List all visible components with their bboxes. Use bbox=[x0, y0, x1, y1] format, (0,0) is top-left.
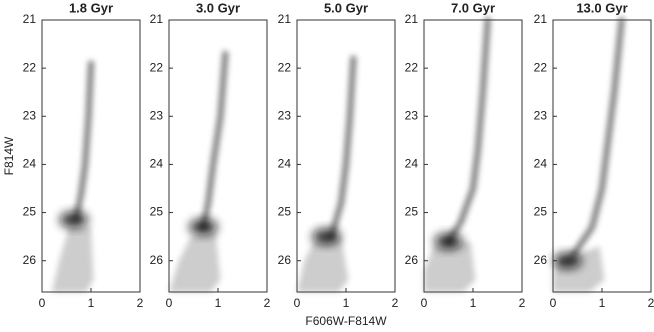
x-axis-label: F606W-F814W bbox=[305, 314, 387, 328]
y-tick-label: 22 bbox=[23, 60, 37, 74]
y-tick-label: 22 bbox=[150, 60, 164, 74]
panel-title: 13.0 Gyr bbox=[576, 0, 627, 15]
y-tick-label: 24 bbox=[278, 157, 292, 171]
y-tick-label: 22 bbox=[278, 60, 292, 74]
density-core bbox=[553, 252, 582, 269]
y-tick-label: 23 bbox=[534, 108, 548, 122]
x-tick-label: 2 bbox=[519, 296, 526, 310]
plot-area bbox=[169, 20, 267, 292]
y-tick-label: 21 bbox=[405, 12, 419, 26]
x-tick-label: 1 bbox=[215, 296, 222, 310]
density-ridge bbox=[445, 17, 491, 245]
density-ridge bbox=[73, 60, 94, 221]
density-ridge bbox=[569, 17, 625, 259]
density-fan bbox=[169, 231, 221, 292]
panel-title: 7.0 Gyr bbox=[451, 0, 495, 15]
density-fan bbox=[553, 246, 605, 292]
x-tick-label: 0 bbox=[294, 296, 301, 310]
x-tick-label: 0 bbox=[166, 296, 173, 310]
y-tick-label: 22 bbox=[534, 60, 548, 74]
y-tick-label: 21 bbox=[534, 12, 548, 26]
y-tick-label: 25 bbox=[534, 205, 548, 219]
density-fan bbox=[424, 241, 476, 292]
y-tick-label: 26 bbox=[150, 253, 164, 267]
density-fan bbox=[51, 227, 94, 292]
y-tick-label: 24 bbox=[150, 157, 164, 171]
y-tick-label: 21 bbox=[150, 12, 164, 26]
x-tick-label: 2 bbox=[648, 296, 654, 310]
density-core bbox=[189, 219, 218, 236]
density-fan bbox=[297, 236, 349, 292]
y-tick-label: 25 bbox=[23, 205, 37, 219]
y-tick-label: 24 bbox=[534, 157, 548, 171]
y-axis-label: F814W bbox=[2, 136, 16, 175]
y-tick-label: 23 bbox=[150, 108, 164, 122]
y-tick-label: 21 bbox=[278, 12, 292, 26]
x-tick-label: 0 bbox=[550, 296, 557, 310]
x-tick-label: 2 bbox=[264, 296, 271, 310]
y-tick-label: 22 bbox=[405, 60, 419, 74]
density-core bbox=[312, 228, 341, 245]
y-tick-label: 25 bbox=[150, 205, 164, 219]
density-ridge bbox=[200, 50, 229, 231]
y-tick-label: 23 bbox=[278, 108, 292, 122]
plot-area bbox=[553, 20, 651, 292]
panel-title: 1.8 Gyr bbox=[69, 0, 113, 15]
y-tick-label: 24 bbox=[405, 157, 419, 171]
y-tick-label: 23 bbox=[405, 108, 419, 122]
y-tick-label: 26 bbox=[534, 253, 548, 267]
density-core bbox=[59, 211, 88, 228]
y-tick-label: 24 bbox=[23, 157, 37, 171]
density-ridge bbox=[328, 55, 357, 240]
x-tick-label: 1 bbox=[599, 296, 606, 310]
density-core bbox=[434, 233, 463, 250]
x-tick-label: 1 bbox=[343, 296, 350, 310]
y-tick-label: 23 bbox=[23, 108, 37, 122]
x-tick-label: 1 bbox=[88, 296, 95, 310]
y-tick-label: 26 bbox=[278, 253, 292, 267]
x-tick-label: 2 bbox=[392, 296, 399, 310]
x-tick-label: 0 bbox=[39, 296, 46, 310]
panel-title: 3.0 Gyr bbox=[196, 0, 240, 15]
x-tick-label: 2 bbox=[137, 296, 144, 310]
y-tick-label: 25 bbox=[278, 205, 292, 219]
y-tick-label: 26 bbox=[23, 253, 37, 267]
y-tick-label: 26 bbox=[405, 253, 419, 267]
y-tick-label: 25 bbox=[405, 205, 419, 219]
y-tick-label: 21 bbox=[23, 12, 37, 26]
panel-title: 5.0 Gyr bbox=[324, 0, 368, 15]
x-tick-label: 1 bbox=[470, 296, 477, 310]
x-tick-label: 0 bbox=[421, 296, 428, 310]
